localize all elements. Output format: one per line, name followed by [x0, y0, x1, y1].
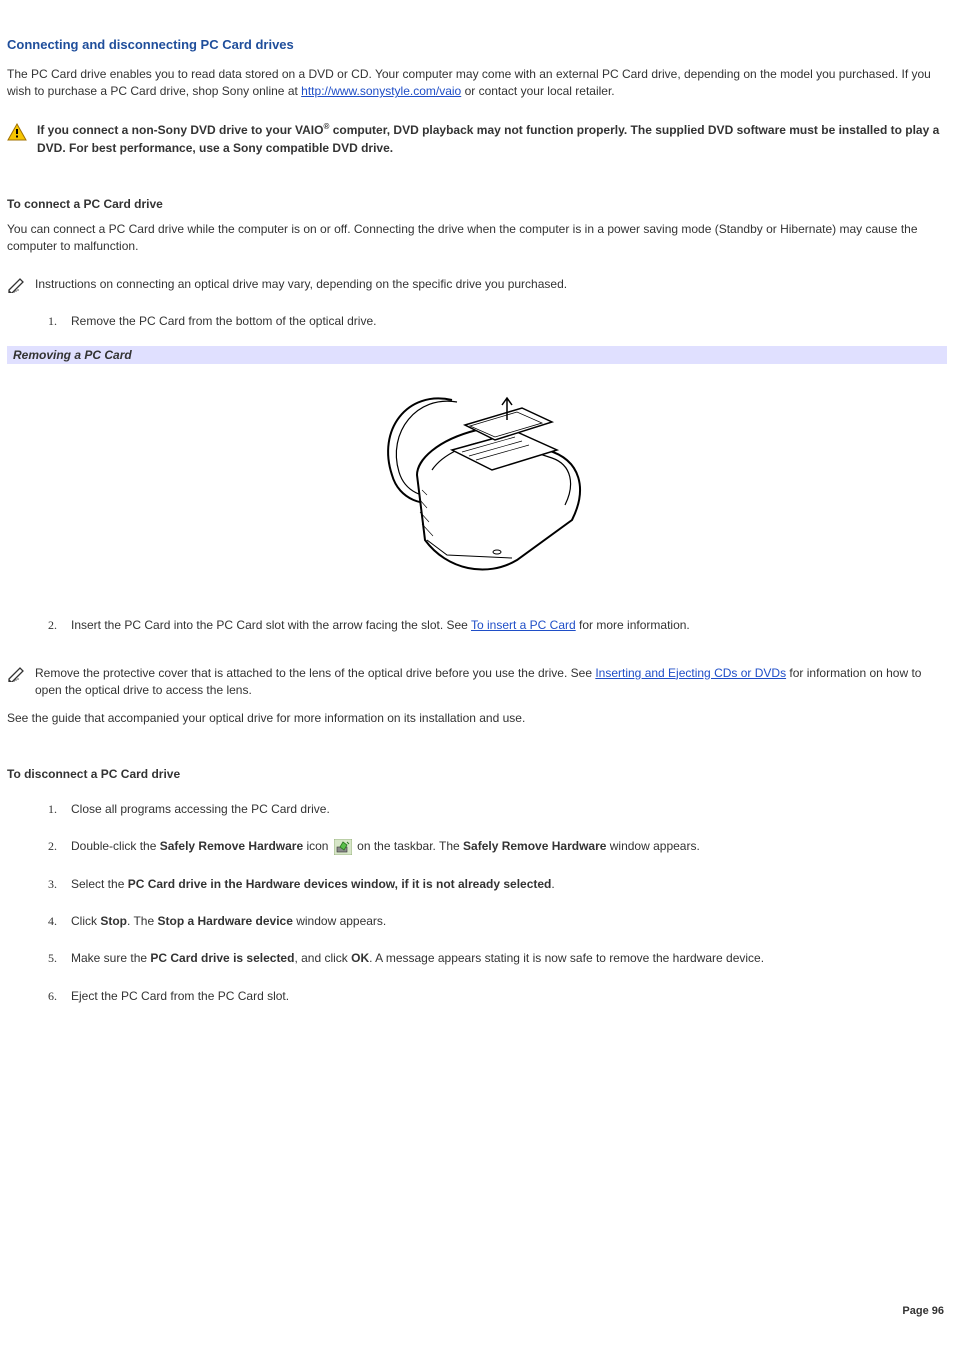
- d4-pre: Click: [71, 914, 100, 928]
- step-text: Insert the PC Card into the PC Card slot…: [71, 617, 947, 634]
- step-number: 5.: [45, 950, 57, 967]
- page-title: Connecting and disconnecting PC Card dri…: [7, 37, 947, 52]
- insert-pc-card-link[interactable]: To insert a PC Card: [471, 618, 576, 632]
- step-number: 2.: [45, 617, 57, 634]
- d4-mid: . The: [127, 914, 157, 928]
- inserting-ejecting-link[interactable]: Inserting and Ejecting CDs or DVDs: [595, 666, 786, 680]
- safely-remove-hardware-icon: [334, 839, 352, 855]
- warning-block: If you connect a non-Sony DVD drive to y…: [7, 121, 947, 157]
- list-item: 4. Click Stop. The Stop a Hardware devic…: [7, 903, 947, 940]
- note-2-text: Remove the protective cover that is atta…: [35, 665, 947, 700]
- connect-heading: To connect a PC Card drive: [7, 197, 947, 211]
- list-item: 2. Insert the PC Card into the PC Card s…: [7, 607, 947, 644]
- step-number: 1.: [45, 801, 57, 818]
- d4-bold1: Stop: [100, 914, 127, 928]
- d5-mid: , and click: [294, 951, 351, 965]
- warning-text: If you connect a non-Sony DVD drive to y…: [37, 121, 947, 157]
- step-text: Close all programs accessing the PC Card…: [71, 801, 947, 818]
- d5-bold1: PC Card drive is selected: [150, 951, 294, 965]
- d2-bold2: Safely Remove Hardware: [463, 839, 606, 853]
- d3-pre: Select the: [71, 877, 128, 891]
- pencil-note-icon: [7, 666, 29, 682]
- note-block-1: Instructions on connecting an optical dr…: [7, 276, 947, 293]
- d4-bold2: Stop a Hardware device: [157, 914, 292, 928]
- figure-removing-pc-card: [7, 364, 947, 607]
- connect-paragraph: You can connect a PC Card drive while th…: [7, 221, 947, 256]
- d2-mid2: on the taskbar. The: [357, 839, 463, 853]
- d4-post: window appears.: [293, 914, 386, 928]
- list-item: 6. Eject the PC Card from the PC Card sl…: [7, 978, 947, 1015]
- list-item: 2. Double-click the Safely Remove Hardwa…: [7, 828, 947, 865]
- sonystyle-link[interactable]: http://www.sonystyle.com/vaio: [301, 84, 461, 98]
- list-item: 1. Close all programs accessing the PC C…: [7, 791, 947, 828]
- d3-bold: PC Card drive in the Hardware devices wi…: [128, 877, 552, 891]
- disconnect-steps-list: 1. Close all programs accessing the PC C…: [7, 791, 947, 1015]
- d2-pre: Double-click the: [71, 839, 160, 853]
- step-number: 1.: [45, 313, 57, 330]
- note-block-2: Remove the protective cover that is atta…: [7, 665, 947, 700]
- see-guide-paragraph: See the guide that accompanied your opti…: [7, 710, 947, 727]
- step-text: Select the PC Card drive in the Hardware…: [71, 876, 947, 893]
- step-text: Eject the PC Card from the PC Card slot.: [71, 988, 947, 1005]
- step-text: Click Stop. The Stop a Hardware device w…: [71, 913, 947, 930]
- disconnect-heading: To disconnect a PC Card drive: [7, 767, 947, 781]
- warning-pre: If you connect a non-Sony DVD drive to y…: [37, 123, 323, 137]
- step-text: Double-click the Safely Remove Hardware …: [71, 838, 947, 855]
- warning-icon: [7, 123, 27, 141]
- step-number: 4.: [45, 913, 57, 930]
- intro-text-post: or contact your local retailer.: [461, 84, 614, 98]
- step-number: 6.: [45, 988, 57, 1005]
- d2-mid1: icon: [303, 839, 332, 853]
- note2-pre: Remove the protective cover that is atta…: [35, 666, 595, 680]
- list-item: 1. Remove the PC Card from the bottom of…: [7, 303, 947, 340]
- step-number: 3.: [45, 876, 57, 893]
- d5-post: . A message appears stating it is now sa…: [369, 951, 764, 965]
- pencil-note-icon: [7, 277, 29, 293]
- d2-post: window appears.: [606, 839, 699, 853]
- step-text: Remove the PC Card from the bottom of th…: [71, 313, 947, 330]
- d3-post: .: [551, 877, 554, 891]
- note-1-text: Instructions on connecting an optical dr…: [35, 276, 947, 293]
- step2-post: for more information.: [576, 618, 690, 632]
- pc-card-drive-illustration: [347, 380, 607, 580]
- connect-steps-list: 1. Remove the PC Card from the bottom of…: [7, 303, 947, 340]
- page-footer: Page 96: [902, 1305, 944, 1317]
- list-item: 3. Select the PC Card drive in the Hardw…: [7, 866, 947, 903]
- step-number: 2.: [45, 838, 57, 855]
- step2-pre: Insert the PC Card into the PC Card slot…: [71, 618, 471, 632]
- d2-bold1: Safely Remove Hardware: [160, 839, 303, 853]
- intro-paragraph: The PC Card drive enables you to read da…: [7, 66, 947, 101]
- d5-pre: Make sure the: [71, 951, 150, 965]
- d5-bold2: OK: [351, 951, 369, 965]
- removing-pc-card-banner: Removing a PC Card: [7, 346, 947, 364]
- list-item: 5. Make sure the PC Card drive is select…: [7, 940, 947, 977]
- connect-steps-list-2: 2. Insert the PC Card into the PC Card s…: [7, 607, 947, 644]
- step-text: Make sure the PC Card drive is selected,…: [71, 950, 947, 967]
